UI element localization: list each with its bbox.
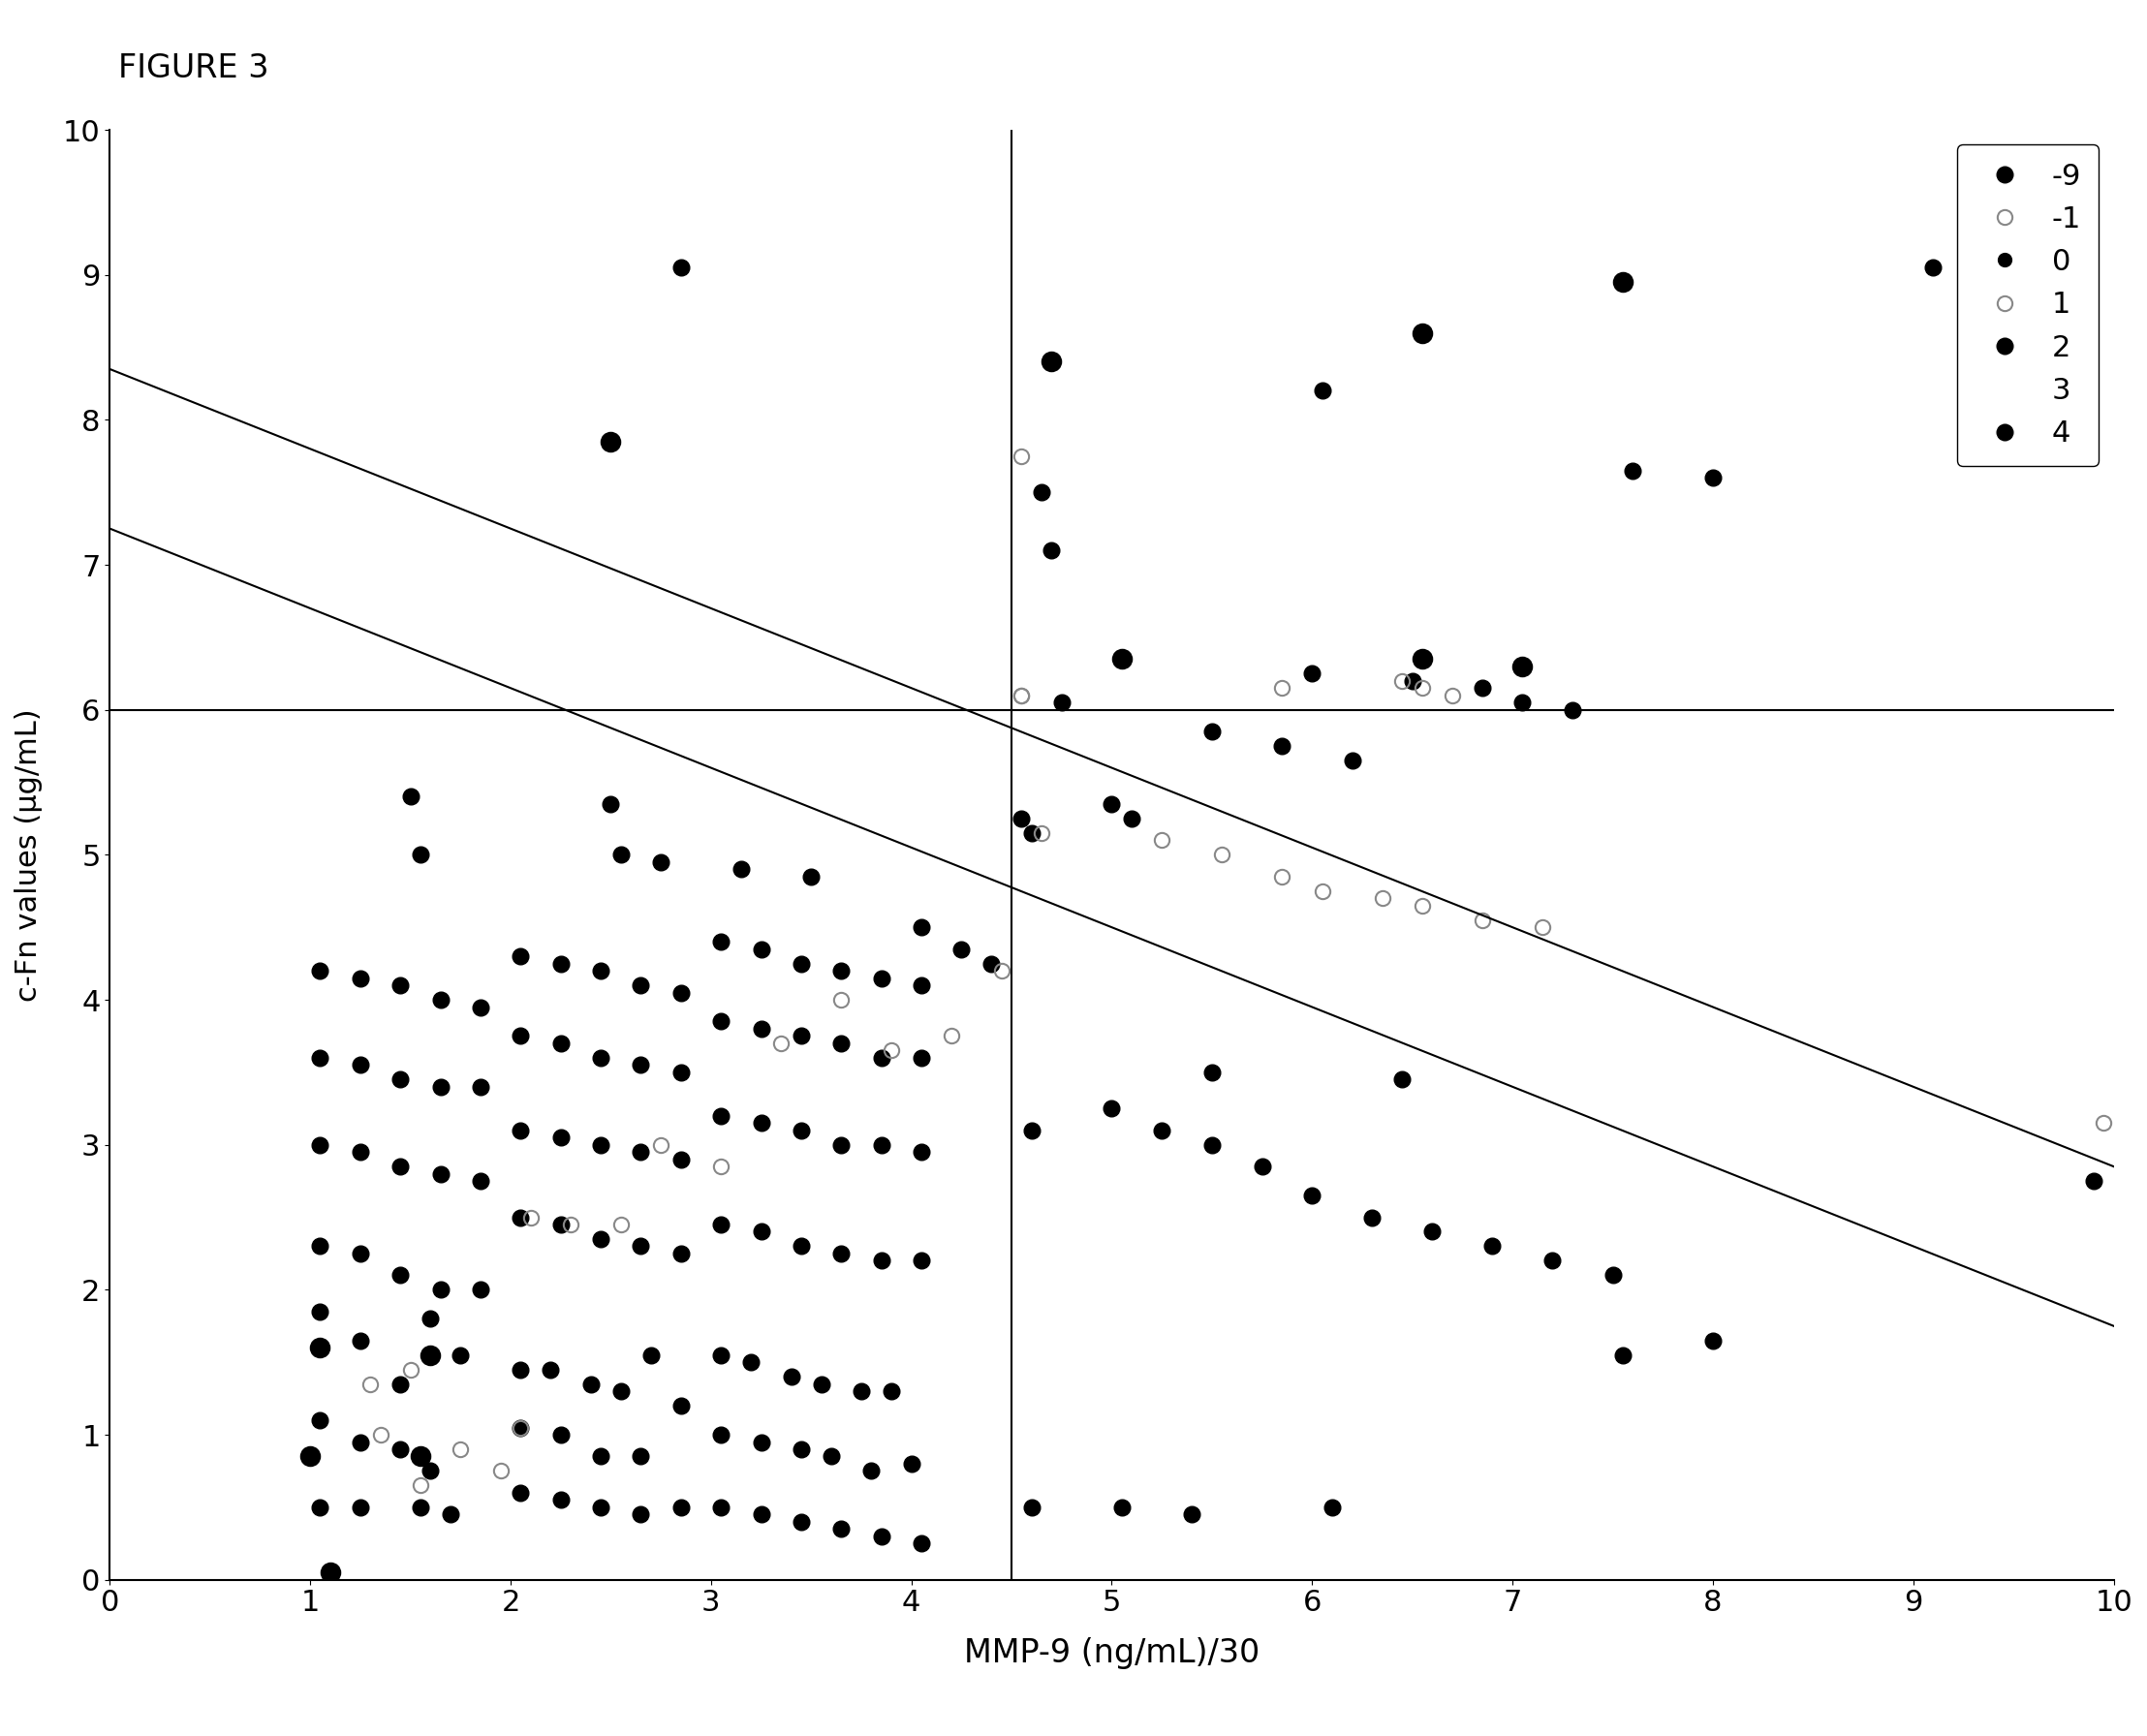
X-axis label: MMP-9 (ng/mL)/30: MMP-9 (ng/mL)/30 [964,1637,1260,1670]
Y-axis label: c-Fn values (μg/mL): c-Fn values (μg/mL) [15,708,43,1002]
Legend: -9, -1, 0, 1, 2, 3, 4: -9, -1, 0, 1, 2, 3, 4 [1956,144,2100,465]
Text: FIGURE 3: FIGURE 3 [118,52,268,83]
